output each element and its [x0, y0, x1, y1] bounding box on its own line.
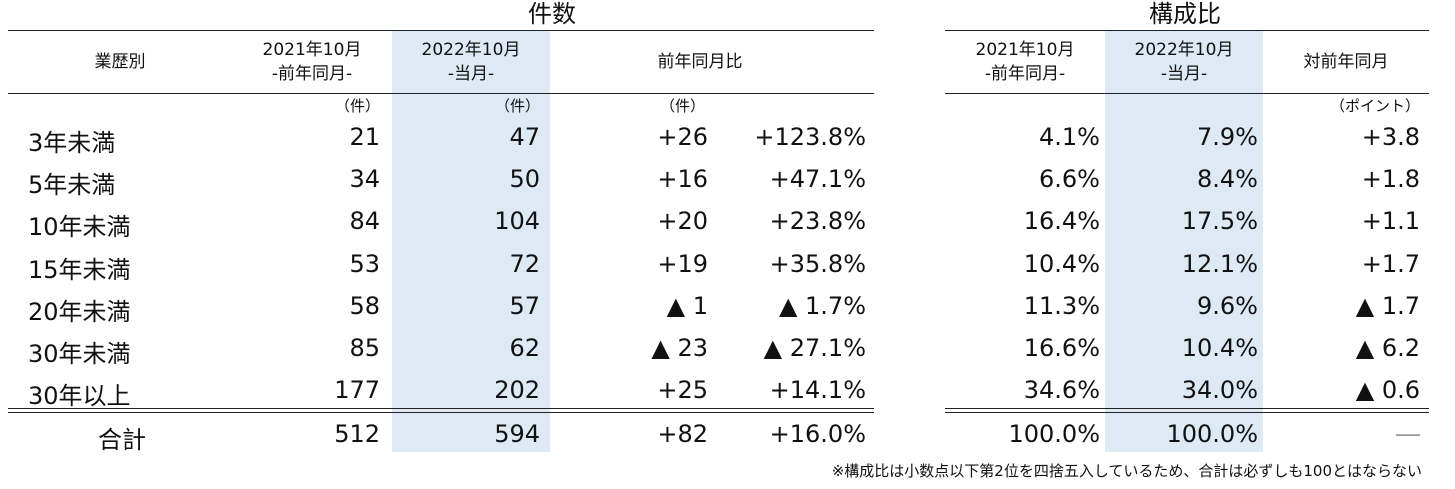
row-prev: 85: [349, 334, 380, 362]
header-category: 業歴別: [94, 52, 146, 72]
row-diff: +19: [657, 250, 708, 278]
total-prev: 512: [334, 420, 380, 448]
left-total-double-rule: [8, 408, 874, 413]
unit-prev: （件）: [334, 97, 380, 115]
row-share-current: 12.1%: [1181, 250, 1258, 278]
row-share-prev: 16.4%: [1023, 207, 1100, 235]
row-prev: 84: [349, 207, 380, 235]
row-current: 72: [509, 250, 540, 278]
row-pct: ▲ 27.1%: [763, 334, 866, 362]
row-share-diff: +1.8: [1361, 165, 1420, 193]
header-share-prev-line1: 2021年10月: [975, 40, 1075, 60]
unit-diff: （件）: [660, 97, 706, 115]
header-prev-year-line2: -前年同月-: [271, 64, 353, 84]
footnote: ※構成比は小数点以下第2位を四捨五入しているため、合計は必ずしも100とはならな…: [831, 462, 1422, 480]
row-pct: +35.8%: [769, 250, 866, 278]
row-share-current: 8.4%: [1197, 165, 1258, 193]
row-share-diff: +1.1: [1361, 207, 1420, 235]
row-pct: +23.8%: [769, 207, 866, 235]
total-diff: +82: [657, 420, 708, 448]
row-prev: 53: [349, 250, 380, 278]
row-diff: +20: [657, 207, 708, 235]
row-share-prev: 11.3%: [1023, 292, 1100, 320]
row-share-current: 34.0%: [1181, 376, 1258, 404]
row-share-current: 10.4%: [1181, 334, 1258, 362]
row-diff: ▲ 23: [651, 334, 708, 362]
left-table-title: 件数: [528, 0, 576, 28]
header-share-current-line1: 2022年10月: [1134, 40, 1234, 60]
total-label: 合計: [98, 426, 146, 454]
row-label: 5年未満: [28, 171, 116, 199]
row-label: 20年未満: [28, 298, 131, 326]
right-total-double-rule: [945, 408, 1429, 413]
row-share-prev: 34.6%: [1023, 376, 1100, 404]
row-pct: +14.1%: [769, 376, 866, 404]
header-current-month-line1: 2022年10月: [421, 40, 521, 60]
row-diff: +16: [657, 165, 708, 193]
header-share-prev-line2: -前年同月-: [984, 64, 1066, 84]
right-header-top-rule: [945, 30, 1429, 31]
row-diff: +26: [657, 123, 708, 151]
row-share-diff: +3.8: [1361, 123, 1420, 151]
right-header-bottom-rule: [945, 93, 1429, 94]
row-share-current: 7.9%: [1197, 123, 1258, 151]
row-label: 30年以上: [28, 382, 131, 410]
left-header-bottom-rule: [8, 93, 874, 94]
row-prev: 21: [349, 123, 380, 151]
row-label: 30年未満: [28, 340, 131, 368]
row-share-prev: 10.4%: [1023, 250, 1100, 278]
row-current: 104: [494, 207, 540, 235]
row-prev: 34: [349, 165, 380, 193]
current-month-column-shade-right: [1105, 30, 1263, 452]
unit-points: （ポイント）: [1329, 97, 1420, 115]
header-current-month-line2: -当月-: [447, 64, 495, 84]
total-current: 594: [494, 420, 540, 448]
row-current: 47: [509, 123, 540, 151]
row-share-diff: ▲ 0.6: [1355, 376, 1420, 404]
row-label: 15年未満: [28, 256, 131, 284]
total-share-prev: 100.0%: [1008, 420, 1100, 448]
row-current: 202: [494, 376, 540, 404]
left-header-top-rule: [8, 30, 874, 31]
header-share-yoy: 対前年同月: [1303, 52, 1389, 72]
unit-current: （件）: [494, 97, 540, 115]
row-share-prev: 6.6%: [1039, 165, 1100, 193]
row-prev: 177: [334, 376, 380, 404]
row-pct: +47.1%: [769, 165, 866, 193]
row-share-current: 9.6%: [1197, 292, 1258, 320]
row-label: 3年未満: [28, 129, 116, 157]
row-share-prev: 16.6%: [1023, 334, 1100, 362]
row-share-diff: +1.7: [1361, 250, 1420, 278]
right-table-title: 構成比: [1149, 0, 1221, 28]
row-diff: +25: [657, 376, 708, 404]
row-share-diff: ▲ 1.7: [1355, 292, 1420, 320]
row-share-diff: ▲ 6.2: [1355, 334, 1420, 362]
row-prev: 58: [349, 292, 380, 320]
row-current: 57: [509, 292, 540, 320]
row-current: 50: [509, 165, 540, 193]
row-share-prev: 4.1%: [1039, 123, 1100, 151]
total-pct: +16.0%: [769, 420, 866, 448]
row-current: 62: [509, 334, 540, 362]
current-month-column-shade-left: [392, 30, 550, 452]
header-prev-year-line1: 2021年10月: [262, 40, 362, 60]
row-share-current: 17.5%: [1181, 207, 1258, 235]
total-share-diff: ―: [1396, 420, 1420, 448]
row-diff: ▲ 1: [666, 292, 708, 320]
row-label: 10年未満: [28, 213, 131, 241]
header-share-current-line2: -当月-: [1160, 64, 1208, 84]
total-share-current: 100.0%: [1166, 420, 1258, 448]
row-pct: ▲ 1.7%: [778, 292, 866, 320]
header-yoy: 前年同月比: [657, 52, 743, 72]
row-pct: +123.8%: [754, 123, 866, 151]
